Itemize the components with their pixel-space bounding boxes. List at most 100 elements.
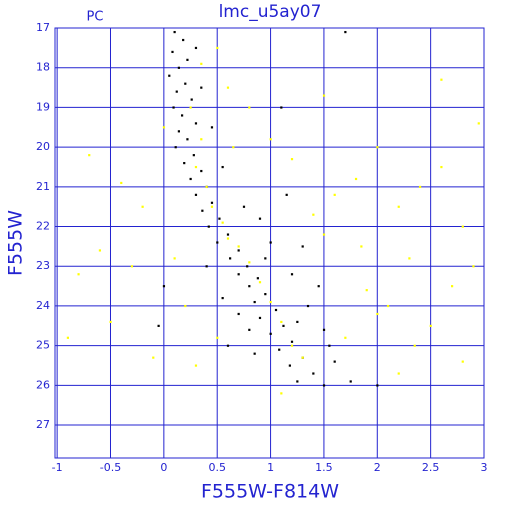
point (168, 74, 171, 77)
point (216, 336, 219, 339)
point (184, 82, 187, 85)
point (312, 372, 315, 375)
point (317, 285, 320, 288)
point (333, 193, 336, 196)
point (200, 86, 203, 89)
point (232, 146, 235, 149)
point (461, 360, 464, 363)
point (472, 265, 475, 268)
point (186, 58, 189, 61)
point (229, 257, 232, 260)
point (174, 146, 177, 149)
y-tick-label: 23 (36, 259, 50, 272)
point (301, 245, 304, 248)
point (376, 384, 379, 387)
point (450, 285, 454, 288)
point (301, 356, 304, 359)
point (180, 114, 184, 117)
point (290, 158, 294, 161)
point (207, 225, 210, 228)
point (408, 257, 411, 260)
plot-frame (54, 27, 485, 459)
x-tick-label: 2.5 (422, 461, 440, 474)
point (269, 241, 272, 244)
point (237, 245, 240, 248)
point (177, 66, 180, 69)
y-tick-label: 19 (36, 100, 50, 113)
point (182, 38, 185, 42)
point (269, 138, 272, 141)
y-tick-label: 24 (36, 299, 50, 312)
point (192, 154, 195, 157)
point (186, 138, 189, 141)
point (288, 364, 291, 367)
y-axis-label: F555W (5, 210, 27, 276)
point (162, 126, 166, 129)
point (237, 273, 240, 276)
point (242, 205, 246, 208)
point (248, 261, 251, 264)
point (77, 273, 80, 276)
point (221, 296, 224, 300)
point (210, 205, 214, 208)
point (162, 285, 166, 288)
point (152, 356, 155, 359)
point (376, 146, 379, 149)
point (226, 237, 230, 240)
point (189, 106, 192, 109)
point (322, 328, 326, 331)
point (173, 257, 176, 260)
point (322, 233, 326, 236)
point (88, 154, 91, 157)
point (440, 78, 443, 81)
point (290, 340, 294, 343)
point (274, 308, 278, 312)
point (218, 217, 221, 220)
point (194, 46, 198, 50)
point (210, 126, 214, 129)
y-tick-label: 21 (36, 180, 50, 193)
y-tick-label: 26 (36, 378, 50, 391)
point (429, 324, 432, 327)
point (322, 94, 326, 97)
point (280, 320, 283, 324)
point (237, 312, 240, 316)
point (130, 265, 134, 268)
point (141, 205, 144, 208)
point (190, 98, 193, 101)
point (333, 360, 336, 363)
point (461, 225, 464, 228)
point (221, 165, 224, 169)
x-tick-label: 1.5 (315, 461, 333, 474)
point (221, 221, 224, 224)
point (248, 328, 251, 331)
point (200, 169, 203, 173)
point (200, 62, 203, 65)
point (226, 344, 230, 347)
point (237, 249, 240, 252)
point (269, 300, 272, 304)
point (296, 320, 299, 324)
x-tick-label: 0.5 (208, 461, 226, 474)
point (477, 122, 480, 125)
point (172, 106, 175, 109)
point (258, 217, 262, 220)
point (264, 257, 267, 260)
point (354, 177, 358, 181)
point (194, 165, 198, 169)
point (253, 300, 256, 304)
point (258, 316, 262, 320)
point (120, 181, 123, 185)
point (322, 384, 326, 387)
point (282, 324, 285, 327)
point (376, 312, 379, 316)
point (285, 193, 288, 196)
point (278, 348, 281, 351)
point (216, 46, 219, 50)
point (183, 161, 186, 165)
point (205, 265, 208, 268)
point (175, 90, 178, 93)
point (98, 249, 102, 252)
point (226, 233, 230, 236)
point (189, 177, 192, 181)
